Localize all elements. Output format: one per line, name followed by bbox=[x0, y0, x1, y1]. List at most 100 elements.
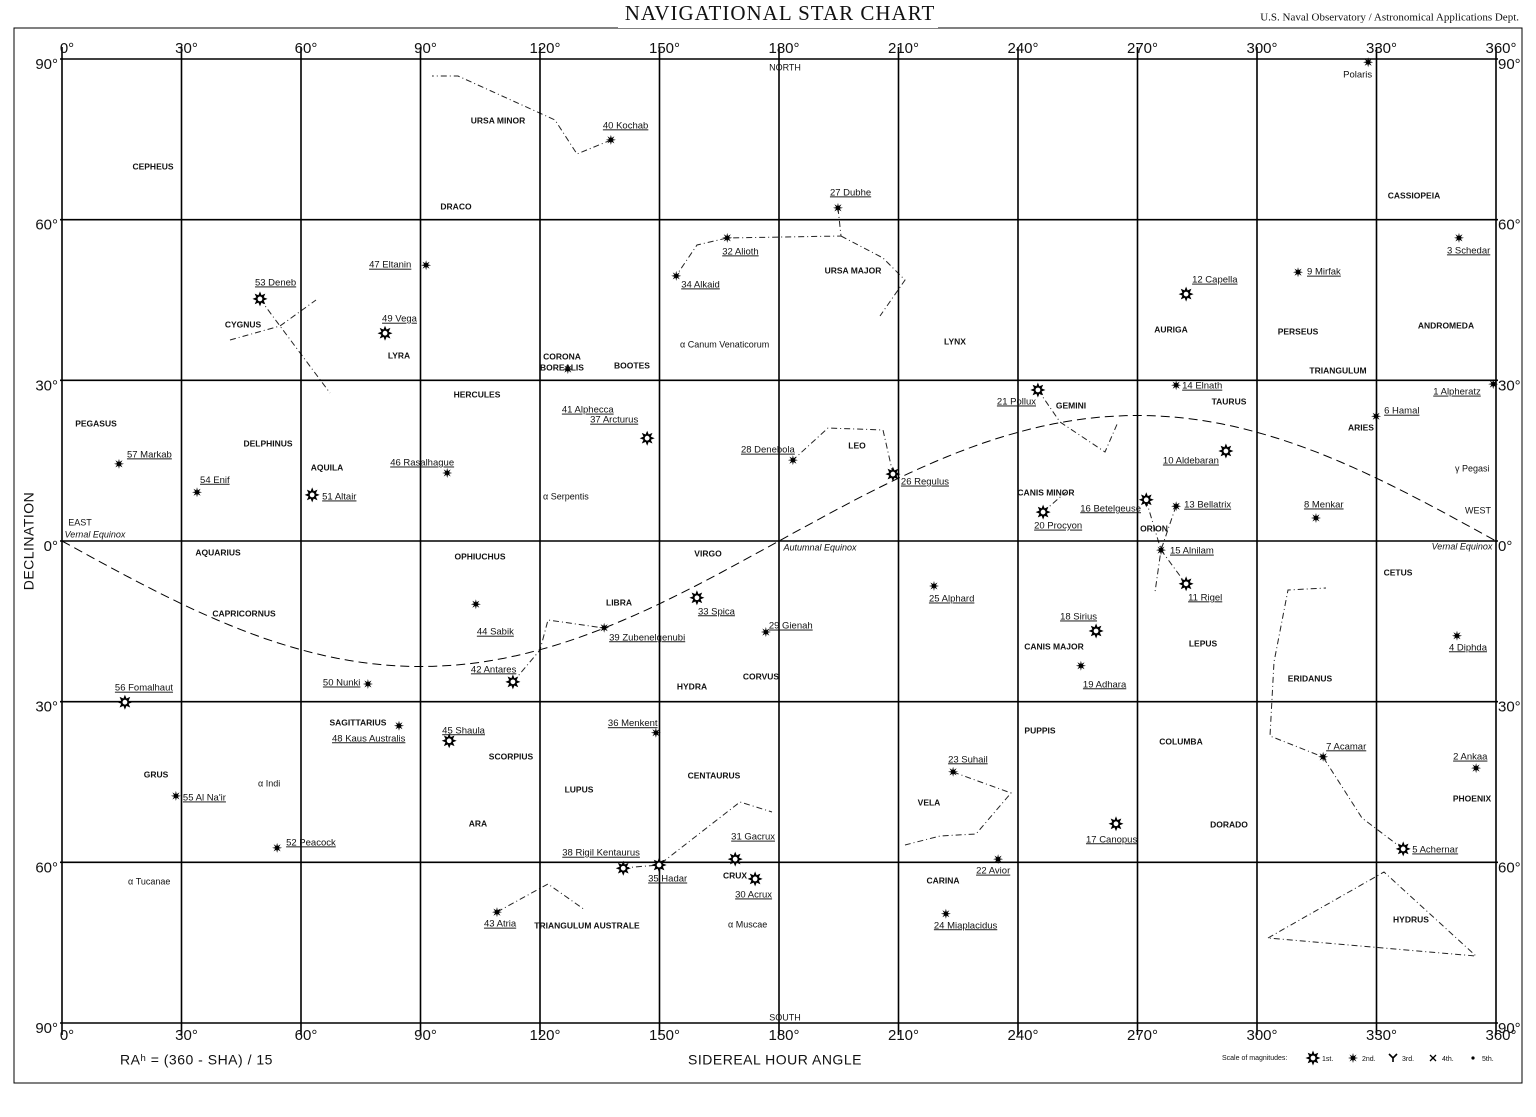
star-symbol bbox=[1138, 492, 1154, 508]
star-symbol bbox=[1452, 630, 1462, 641]
star-symbol bbox=[562, 364, 573, 375]
star-label: 34 Alkaid bbox=[681, 279, 720, 290]
star-label: 16 Betelgeuse bbox=[1080, 503, 1141, 514]
x-tick-label: 0° bbox=[60, 1027, 74, 1044]
symbol-center bbox=[510, 679, 516, 685]
symbol-shape bbox=[929, 581, 939, 591]
symbol-shape bbox=[421, 260, 432, 271]
star-symbol bbox=[272, 842, 283, 853]
symbol-shape bbox=[1488, 379, 1499, 390]
star-symbol bbox=[1318, 751, 1329, 762]
star-symbol bbox=[727, 851, 743, 867]
constellation-name: AURIGA bbox=[1154, 324, 1188, 334]
star-symbol bbox=[615, 860, 631, 876]
legend-label: 4th. bbox=[1442, 1056, 1454, 1063]
star-label: 20 Procyon bbox=[1034, 521, 1082, 532]
x-tick-label: 210° bbox=[888, 1027, 919, 1044]
symbol-center bbox=[1113, 821, 1119, 827]
symbol-shape bbox=[192, 487, 202, 498]
symbol-shape bbox=[605, 134, 616, 145]
symbol-center bbox=[656, 862, 662, 868]
symbol-shape bbox=[650, 727, 661, 738]
y-tick-label: 60° bbox=[35, 859, 58, 876]
star-symbol bbox=[1088, 623, 1104, 639]
constellation-name: DELPHINUS bbox=[243, 438, 292, 448]
symbol-shape bbox=[1454, 232, 1464, 243]
x-tick-label: 120° bbox=[529, 1027, 560, 1044]
symbol-shape bbox=[599, 622, 610, 633]
legend-label: 3rd. bbox=[1402, 1056, 1414, 1063]
constellation-name: HYDRUS bbox=[1393, 914, 1429, 924]
star-label: 25 Alphard bbox=[929, 594, 974, 605]
star-symbol bbox=[1429, 1054, 1437, 1062]
star-label: 2 Ankaa bbox=[1453, 752, 1488, 763]
star-label: 36 Menkent bbox=[608, 718, 658, 729]
star-label: 10 Aldebaran bbox=[1163, 456, 1219, 467]
star-label: 54 Enif bbox=[200, 475, 230, 486]
constellation-name: CYGNUS bbox=[225, 319, 262, 329]
star-symbol bbox=[940, 908, 951, 919]
star-label: 53 Deneb bbox=[255, 277, 296, 288]
x-tick-label: 180° bbox=[768, 40, 799, 57]
symbol-center bbox=[752, 876, 758, 882]
star-label: 37 Arcturus bbox=[590, 415, 638, 426]
star-label: 33 Spica bbox=[698, 606, 736, 617]
symbol-center bbox=[1223, 448, 1229, 454]
star-label: 13 Bellatrix bbox=[1184, 500, 1231, 511]
constellation-name: DORADO bbox=[1210, 819, 1248, 829]
star-symbol bbox=[1171, 501, 1182, 512]
x-tick-label: 210° bbox=[888, 40, 919, 57]
star-label: 55 Al Na'ir bbox=[183, 792, 226, 803]
star-label: 15 Alnilam bbox=[1170, 546, 1214, 557]
x-tick-label: 90° bbox=[414, 1027, 437, 1044]
x-tick-label: 60° bbox=[295, 40, 318, 57]
x-tick-label: 150° bbox=[649, 40, 680, 57]
annotation: WEST bbox=[1465, 505, 1492, 515]
constellation-name: DRACO bbox=[440, 201, 472, 211]
star-label: 50 Nunki bbox=[323, 678, 361, 689]
constellation-name: ARA bbox=[469, 818, 487, 828]
constellation-name: VELA bbox=[918, 797, 941, 807]
star-label: 24 Miaplacidus bbox=[934, 920, 998, 931]
constellation-name: URSA MINOR bbox=[471, 115, 525, 125]
symbol-center bbox=[620, 865, 626, 871]
star-symbol bbox=[993, 854, 1004, 865]
star-label: 28 Denebola bbox=[741, 445, 796, 456]
star-label: 21 Pollux bbox=[997, 396, 1036, 407]
constellation-name: AQUARIUS bbox=[195, 547, 241, 557]
constellation-name: CEPHEUS bbox=[132, 161, 173, 171]
star-symbol bbox=[1471, 1056, 1475, 1060]
constellation-name: TRIANGULUM AUSTRALE bbox=[534, 920, 640, 930]
star-symbol bbox=[1471, 763, 1482, 774]
star-label: 32 Alioth bbox=[722, 246, 758, 257]
star-label: 39 Zubenelgenubi bbox=[609, 632, 685, 643]
star-label: 51 Altair bbox=[322, 491, 356, 502]
symbol-shape bbox=[1318, 751, 1329, 762]
y-tick-label: 0° bbox=[1498, 538, 1512, 555]
star-symbol bbox=[747, 871, 763, 887]
constellation-name: CAPRICORNUS bbox=[212, 608, 276, 618]
symbol-shape bbox=[993, 854, 1004, 865]
symbol-shape bbox=[442, 468, 453, 478]
star-symbol bbox=[1348, 1053, 1358, 1063]
constellation-name: VIRGO bbox=[694, 548, 722, 558]
constellation-name: COLUMBA bbox=[1159, 736, 1202, 746]
symbol-shape bbox=[1371, 411, 1382, 422]
y-tick-label: 30° bbox=[1498, 377, 1521, 394]
symbol-center bbox=[890, 471, 896, 477]
constellation-name: SCORPIUS bbox=[489, 751, 534, 761]
star-symbol bbox=[192, 487, 202, 498]
symbol-shape bbox=[1156, 545, 1166, 556]
symbol-shape bbox=[1171, 501, 1182, 512]
star-symbol bbox=[833, 202, 843, 213]
constellation-name: CRUX bbox=[723, 870, 747, 880]
symbol-center bbox=[644, 435, 650, 441]
star-symbol bbox=[651, 857, 667, 873]
ra-formula: RAʰ = (360 - SHA) / 15 bbox=[120, 1052, 273, 1068]
symbol-shape bbox=[1311, 513, 1321, 523]
star-label: 57 Markab bbox=[127, 449, 172, 460]
symbol-center bbox=[1310, 1055, 1316, 1061]
star-label: 35 Hadar bbox=[648, 874, 687, 885]
x-tick-label: 330° bbox=[1366, 40, 1397, 57]
